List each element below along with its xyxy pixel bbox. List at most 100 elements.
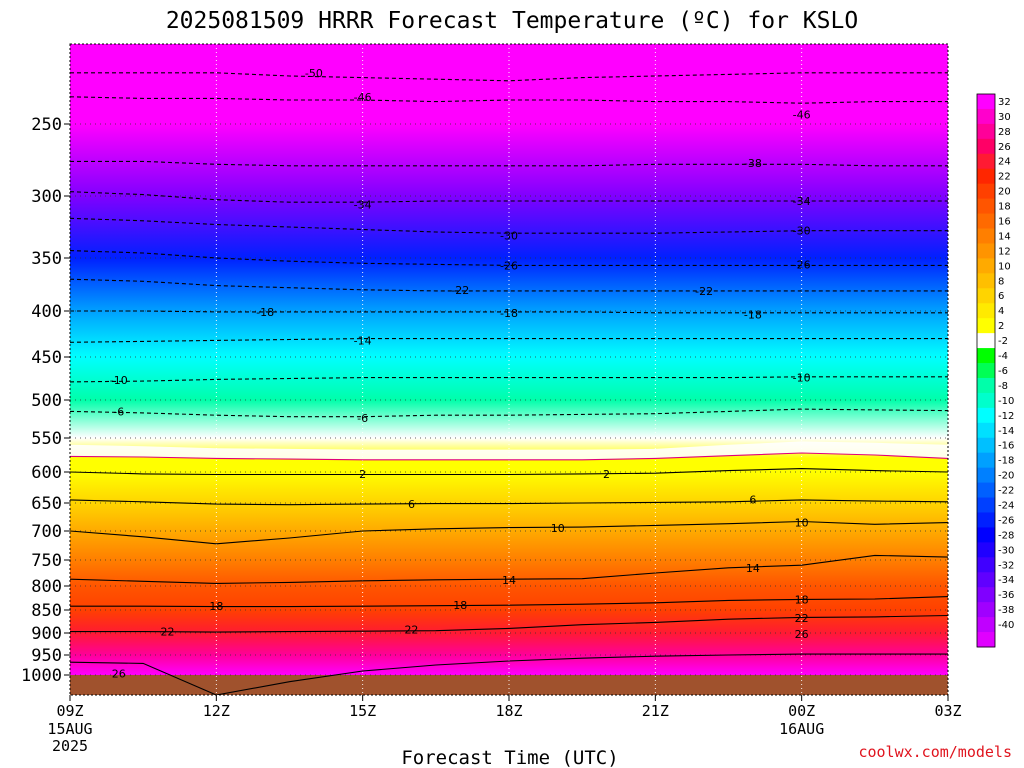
colorbar-swatch bbox=[977, 198, 995, 215]
isotherm-line bbox=[70, 160, 948, 167]
isotherm-label: 6 bbox=[408, 498, 415, 511]
colorbar-swatch bbox=[977, 527, 995, 543]
y-tick-label: 950 bbox=[31, 646, 62, 666]
isotherm-label: -6 bbox=[113, 405, 124, 418]
colorbar-swatch bbox=[977, 318, 995, 334]
colorbar-swatch bbox=[977, 138, 995, 155]
isotherm-label: 14 bbox=[502, 574, 516, 587]
x-tick-label: 00Z bbox=[788, 702, 815, 720]
y-tick-label: 400 bbox=[31, 302, 62, 322]
isotherm-label: -18 bbox=[256, 306, 274, 319]
isotherm-label: 18 bbox=[795, 593, 809, 606]
y-tick-label: 450 bbox=[31, 348, 62, 368]
colorbar-label: -10 bbox=[998, 396, 1014, 407]
x-tick-label: 18Z bbox=[495, 702, 522, 720]
colorbar-swatch bbox=[977, 437, 995, 454]
y-tick-label: 500 bbox=[31, 391, 62, 411]
isotherm-label: 2 bbox=[603, 468, 610, 481]
colorbar-label: 8 bbox=[998, 276, 1004, 287]
colorbar-label: -36 bbox=[998, 590, 1014, 601]
isotherm-label: 26 bbox=[795, 628, 809, 641]
colorbar-label: -22 bbox=[998, 486, 1014, 497]
colorbar-swatch bbox=[977, 572, 995, 588]
colorbar-label: -18 bbox=[998, 456, 1014, 467]
colorbar: 32 30 28 26 24 22 20 18 16 14 12 10 8 6 4 2 -2 -4 -6 -8 -10 -… bbox=[976, 93, 1014, 648]
x-tick-label: 12Z bbox=[203, 702, 230, 720]
colorbar-swatch bbox=[977, 273, 995, 289]
y-tick-label: 350 bbox=[31, 249, 62, 269]
x-tick-label: 09Z bbox=[56, 702, 83, 720]
colorbar-label: 14 bbox=[998, 232, 1011, 243]
isotherm-label: 10 bbox=[551, 522, 565, 535]
colorbar-swatch bbox=[977, 123, 995, 140]
colorbar-swatch bbox=[977, 602, 995, 618]
isotherm-line bbox=[70, 408, 948, 418]
isotherm-line bbox=[70, 310, 948, 314]
isotherm-line bbox=[70, 554, 948, 584]
y-tick-label: 750 bbox=[31, 551, 62, 571]
y-tick-label: 250 bbox=[31, 115, 62, 135]
colorbar-swatch bbox=[977, 512, 995, 528]
isotherm-label: -6 bbox=[357, 412, 368, 425]
colorbar-swatch bbox=[977, 363, 995, 379]
isotherm-label: 22 bbox=[161, 626, 175, 639]
colorbar-label: -28 bbox=[998, 530, 1014, 541]
colorbar-label: -4 bbox=[998, 351, 1008, 362]
isotherm-label: 22 bbox=[404, 623, 418, 636]
isotherm-label: 2 bbox=[359, 468, 366, 481]
colorbar-swatch bbox=[977, 377, 995, 394]
isotherm-label: 14 bbox=[746, 562, 760, 575]
colorbar-label: 10 bbox=[998, 261, 1011, 272]
colorbar-swatch bbox=[977, 108, 995, 125]
x-tick-label: 03Z bbox=[934, 702, 961, 720]
isotherm-label: -46 bbox=[793, 108, 811, 121]
colorbar-label: 30 bbox=[998, 112, 1011, 123]
isotherm-line bbox=[70, 72, 948, 82]
y-tick-label: 850 bbox=[31, 601, 62, 621]
credit-text[interactable]: coolwx.com/models bbox=[858, 743, 1012, 761]
colorbar-swatch bbox=[977, 153, 995, 170]
chart-title: 2025081509 HRRR Forecast Temperature (ºC… bbox=[166, 8, 858, 34]
colorbar-label: 32 bbox=[998, 97, 1011, 108]
colorbar-label: 22 bbox=[998, 172, 1011, 183]
colorbar-label: 16 bbox=[998, 217, 1011, 228]
isotherm-label: -22 bbox=[695, 285, 713, 298]
colorbar-label: 28 bbox=[998, 127, 1011, 138]
isotherm-line bbox=[70, 278, 948, 292]
colorbar-swatch bbox=[977, 467, 995, 484]
isotherm-line bbox=[70, 499, 948, 506]
colorbar-label: 24 bbox=[998, 157, 1011, 168]
isotherm-label: -18 bbox=[744, 309, 762, 322]
colorbar-swatch bbox=[977, 617, 995, 633]
colorbar-swatch bbox=[977, 303, 995, 319]
plot-background bbox=[70, 44, 948, 695]
colorbar-label: -26 bbox=[998, 515, 1014, 526]
colorbar-label: -24 bbox=[998, 501, 1014, 512]
colorbar-label: 4 bbox=[998, 306, 1004, 317]
isotherm-label: -34 bbox=[354, 199, 372, 212]
isotherm-label: 22 bbox=[795, 612, 809, 625]
colorbar-label: 26 bbox=[998, 142, 1011, 153]
isotherm-label: -26 bbox=[793, 258, 811, 271]
colorbar-label: -8 bbox=[998, 381, 1008, 392]
colorbar-label: -14 bbox=[998, 426, 1014, 437]
colorbar-swatch bbox=[977, 452, 995, 469]
isotherm-line bbox=[70, 96, 948, 104]
isotherm-line bbox=[70, 191, 948, 203]
isotherm-label: 6 bbox=[749, 493, 756, 506]
colorbar-swatch bbox=[977, 183, 995, 200]
y-axis: 250 300 350 400 450 500 550 600 650 700 750 800 850 9… bbox=[21, 115, 70, 686]
colorbar-label: -16 bbox=[998, 441, 1014, 452]
isotherm-label: 26 bbox=[112, 667, 126, 680]
isotherm-label: -10 bbox=[793, 372, 811, 385]
isotherm-label: 18 bbox=[453, 599, 467, 612]
x-axis-label: Forecast Time (UTC) bbox=[401, 747, 618, 768]
isotherm-label: -50 bbox=[305, 67, 323, 80]
isotherm-line bbox=[70, 338, 948, 343]
plot-area: -50 -46 -46 -38 -34 -34 -30 -30 -26 -26 -22 -22 -18 -… bbox=[70, 44, 948, 695]
colorbar-label: 20 bbox=[998, 187, 1011, 198]
colorbar-label: -34 bbox=[998, 575, 1014, 586]
isotherm-label: -46 bbox=[354, 91, 372, 104]
